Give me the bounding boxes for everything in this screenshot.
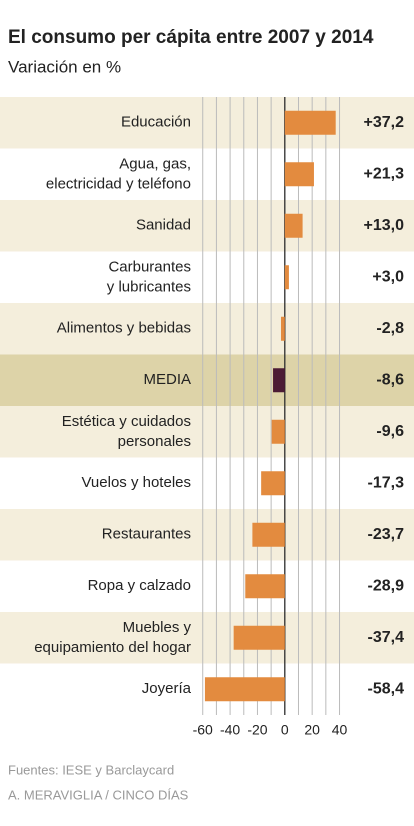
row-band — [0, 303, 414, 355]
row-band — [0, 406, 414, 458]
bar — [261, 471, 285, 496]
x-tick-label: -40 — [220, 722, 240, 738]
value-label: -8,6 — [376, 371, 404, 388]
category-label: MEDIA — [143, 371, 191, 388]
bar — [280, 316, 285, 341]
value-label: +13,0 — [364, 217, 405, 234]
row-band — [0, 251, 414, 303]
chart-title: El consumo per cápita entre 2007 y 2014 — [8, 27, 374, 48]
row-band — [0, 354, 414, 406]
bar — [204, 677, 285, 702]
bar — [245, 574, 285, 599]
bar — [284, 162, 314, 187]
value-label: -2,8 — [376, 320, 404, 337]
category-label: Estética y cuidados personales — [62, 413, 191, 450]
chart-subtitle: Variación en % — [8, 57, 121, 76]
row-band — [0, 509, 414, 561]
value-label: -17,3 — [368, 474, 405, 491]
row-band — [0, 612, 414, 664]
row-band — [0, 97, 414, 149]
category-label: Restaurantes — [102, 526, 191, 543]
value-label: +3,0 — [372, 268, 404, 285]
value-label: -37,4 — [368, 629, 405, 646]
x-tick-label: -20 — [247, 722, 267, 738]
category-label: Educación — [121, 114, 191, 131]
category-label: Ropa y calzado — [88, 577, 191, 594]
bar — [252, 522, 285, 547]
value-label: +21,3 — [364, 165, 405, 182]
row-band — [0, 560, 414, 612]
credit-note: A. MERAVIGLIA / CINCO DÍAS — [8, 787, 189, 802]
category-label: Joyería — [142, 680, 192, 697]
value-label: -58,4 — [368, 680, 405, 697]
category-label: Alimentos y bebidas — [57, 320, 191, 337]
bar — [271, 419, 285, 444]
value-label: -23,7 — [368, 526, 405, 543]
value-label: -28,9 — [368, 577, 405, 594]
x-tick-label: 40 — [332, 722, 348, 738]
category-label: Vuelos y hoteles — [81, 474, 191, 491]
row-band — [0, 457, 414, 509]
source-note: Fuentes: IESE y Barclaycard — [8, 762, 174, 777]
row-backgrounds — [0, 97, 414, 715]
bar — [284, 110, 336, 135]
x-tick-label: 0 — [281, 722, 289, 738]
category-label: Sanidad — [136, 217, 191, 234]
category-label: Carburantes y lubricantes — [107, 258, 191, 295]
bar — [284, 213, 303, 238]
row-band — [0, 148, 414, 200]
bar — [273, 368, 285, 393]
x-tick-label: 20 — [304, 722, 320, 738]
x-tick-label: -60 — [193, 722, 213, 738]
bar — [284, 265, 289, 290]
category-label: Muebles y equipamiento del hogar — [34, 619, 191, 656]
value-label: -9,6 — [376, 423, 404, 440]
category-label: Agua, gas, electricidad y teléfono — [46, 155, 191, 192]
bar — [233, 625, 285, 650]
value-label: +37,2 — [364, 114, 405, 131]
row-band — [0, 200, 414, 252]
